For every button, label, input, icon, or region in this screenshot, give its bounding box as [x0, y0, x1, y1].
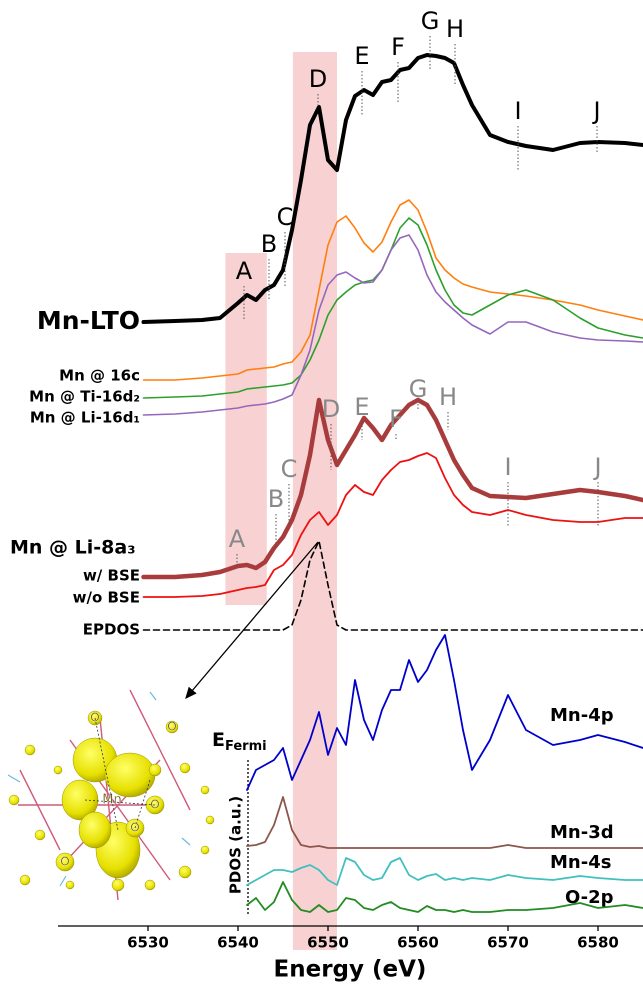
feature-label: I [504, 453, 511, 481]
feature-label: C [277, 203, 294, 231]
series-label: Mn-4p [550, 705, 614, 726]
x-tick-label: 6560 [397, 934, 439, 952]
y-axis-label: PDOS (a.u.) [227, 796, 245, 894]
feature-label: D [309, 65, 327, 93]
series-line [144, 235, 643, 415]
figure: OOOMnOO PDOS (a.u.) EFermi Mn @ Li-8a₃ E… [0, 0, 643, 984]
feature-label: H [446, 15, 464, 43]
feature-label: I [514, 97, 521, 125]
feature-label: E [354, 393, 369, 421]
feature-label: F [391, 33, 405, 61]
feature-label: G [409, 375, 428, 403]
feature-label: J [591, 97, 600, 125]
fermi-label: EFermi [212, 729, 267, 754]
atom-label: O [60, 855, 69, 869]
series-line [144, 218, 643, 398]
series-label: EPDOS [83, 621, 140, 639]
series-label: Mn-LTO [37, 306, 140, 335]
x-axis-label: Energy (eV) [274, 957, 427, 983]
fermi-sub: Fermi [225, 739, 267, 754]
atom-label: O [150, 798, 159, 812]
atom-label: O [90, 711, 99, 725]
series-label: O-2p [565, 887, 614, 908]
series-label: Mn-3d [550, 822, 614, 843]
group-label: Mn @ Li-8a₃ [10, 537, 136, 559]
feature-label: B [268, 485, 284, 513]
series-label: Mn @ Ti-16d₂ [29, 388, 140, 406]
fermi-main: E [212, 729, 225, 751]
series-label: w/o BSE [73, 589, 140, 607]
x-tick-label: 6530 [127, 934, 169, 952]
series-label: Mn @ Li-16d₁ [30, 409, 140, 427]
x-tick-label: 6570 [487, 934, 529, 952]
series-label: Mn @ 16c [59, 367, 140, 385]
feature-label: E [354, 42, 369, 70]
series-line [144, 541, 643, 630]
series-line [144, 200, 643, 380]
series-label: w/ BSE [83, 567, 140, 585]
atom-label: O [167, 720, 176, 734]
feature-label: B [261, 230, 277, 258]
series-line [144, 453, 643, 597]
x-tick-label: 6550 [307, 934, 349, 952]
x-tick-label: 6540 [217, 934, 259, 952]
atom-label: Mn [102, 793, 121, 808]
feature-label: J [592, 453, 601, 481]
feature-label: D [322, 395, 340, 423]
series-line [144, 55, 643, 322]
x-tick-label: 6580 [577, 934, 619, 952]
feature-label: C [281, 455, 298, 483]
feature-label: F [389, 405, 403, 433]
feature-label: A [236, 257, 253, 285]
feature-label: H [439, 383, 457, 411]
feature-label: A [229, 525, 246, 553]
feature-label: G [421, 7, 440, 35]
series-label: Mn-4s [550, 852, 611, 873]
atom-label: O [130, 821, 139, 835]
